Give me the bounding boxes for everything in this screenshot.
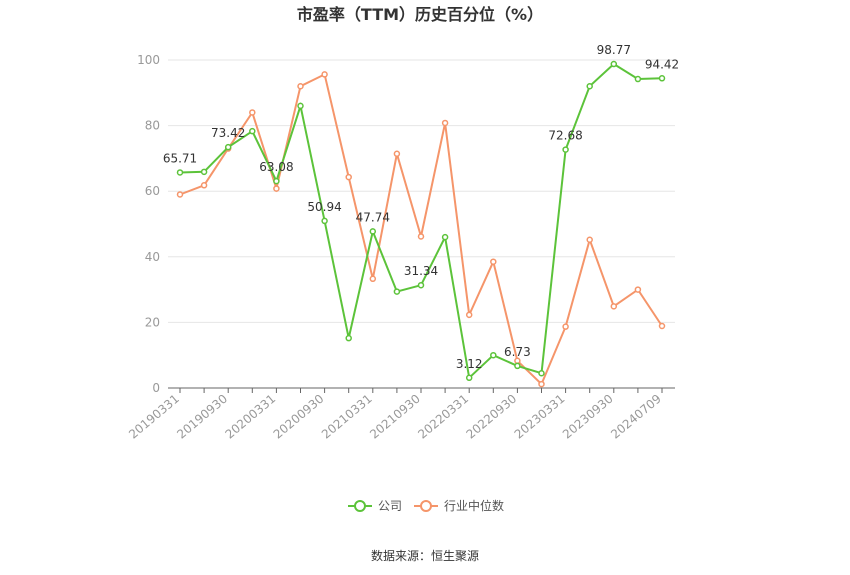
data-point[interactable] (658, 322, 666, 330)
data-point[interactable] (200, 168, 208, 176)
data-point[interactable] (465, 311, 473, 319)
data-point[interactable] (273, 185, 280, 192)
x-tick-label: 20230331 (512, 392, 568, 442)
data-point[interactable] (610, 60, 618, 68)
x-tick-label: 20190331 (126, 392, 182, 442)
legend[interactable]: 公司 行业中位数 (348, 498, 504, 513)
y-tick-label: 80 (145, 119, 160, 133)
x-tick-label: 20220930 (464, 392, 520, 442)
series-industry-median (176, 71, 666, 388)
x-tick-label: 20200930 (271, 392, 327, 442)
data-label: 73.42 (211, 126, 245, 140)
data-label: 94.42 (645, 57, 679, 71)
data-point[interactable] (562, 323, 569, 330)
data-point[interactable] (610, 303, 618, 310)
chart-title: 市盈率（TTM）历史百分位（%） (297, 5, 543, 24)
data-label: 65.71 (163, 151, 197, 165)
data-label: 50.94 (307, 200, 341, 214)
data-point[interactable] (562, 146, 569, 153)
data-point[interactable] (465, 374, 473, 382)
data-label: 98.77 (597, 43, 631, 57)
data-point[interactable] (345, 173, 352, 181)
data-point[interactable] (393, 288, 401, 295)
data-label: 72.68 (548, 129, 582, 143)
data-point[interactable] (273, 177, 280, 185)
series-line (179, 72, 663, 386)
data-point[interactable] (393, 150, 401, 158)
data-point[interactable] (586, 236, 593, 243)
data-point[interactable] (321, 217, 328, 225)
data-label: 3.12 (456, 357, 483, 371)
data-point[interactable] (249, 127, 256, 135)
data-point[interactable] (369, 275, 377, 283)
data-point[interactable] (538, 380, 545, 388)
data-label: 63.08 (259, 160, 293, 174)
legend-label: 行业中位数 (444, 498, 504, 513)
data-point[interactable] (176, 191, 184, 198)
x-tick-label: 20240709 (608, 392, 664, 442)
data-labels: 65.71 73.42 63.08 50.94 47.74 31.34 3.12 6.73 72… (163, 43, 679, 371)
data-point[interactable] (345, 334, 352, 342)
grid-lines (168, 59, 675, 323)
x-tick-label: 20200331 (223, 392, 279, 442)
x-tick-label: 20220331 (415, 392, 471, 442)
data-point[interactable] (490, 258, 497, 265)
data-point[interactable] (658, 75, 666, 82)
data-point[interactable] (417, 281, 425, 289)
y-axis: 0 20 40 60 80 100 (137, 53, 160, 395)
data-point[interactable] (586, 82, 593, 90)
data-label: 47.74 (356, 210, 390, 224)
data-point[interactable] (417, 233, 425, 240)
data-point[interactable] (321, 71, 328, 78)
x-axis: 2019033120190930202003312020093020210331… (126, 387, 675, 442)
legend-label: 公司 (378, 499, 402, 513)
x-tick-label: 20190930 (174, 392, 230, 442)
data-point[interactable] (514, 357, 521, 365)
data-label: 31.34 (404, 264, 438, 278)
source-note: 数据来源：恒生聚源 (371, 548, 479, 563)
y-tick-label: 60 (145, 184, 160, 198)
data-point[interactable] (297, 82, 304, 90)
data-point[interactable] (297, 102, 304, 110)
data-point[interactable] (224, 143, 232, 151)
data-label: 6.73 (504, 345, 531, 359)
legend-item-industry-median[interactable]: 行业中位数 (414, 498, 504, 513)
data-point[interactable] (176, 169, 184, 176)
y-tick-label: 40 (145, 250, 160, 264)
data-point[interactable] (441, 119, 449, 127)
data-point[interactable] (249, 109, 256, 116)
data-point[interactable] (369, 228, 377, 235)
y-tick-label: 20 (145, 315, 160, 329)
data-point[interactable] (200, 182, 208, 189)
data-point[interactable] (441, 233, 449, 241)
x-tick-label: 20210331 (319, 392, 375, 442)
data-point[interactable] (514, 362, 521, 370)
y-tick-label: 0 (152, 381, 160, 395)
legend-item-company[interactable]: 公司 (348, 499, 402, 513)
legend-marker-icon (420, 500, 432, 512)
legend-marker-icon (354, 500, 366, 512)
data-point[interactable] (490, 351, 497, 359)
x-tick-label: 20230930 (560, 392, 616, 442)
series-company (176, 60, 666, 382)
data-point[interactable] (538, 369, 545, 377)
y-tick-label: 100 (137, 53, 160, 67)
data-point[interactable] (634, 75, 642, 83)
series-layer (176, 60, 666, 388)
x-tick-label: 20210930 (367, 392, 423, 442)
data-point[interactable] (634, 286, 642, 293)
